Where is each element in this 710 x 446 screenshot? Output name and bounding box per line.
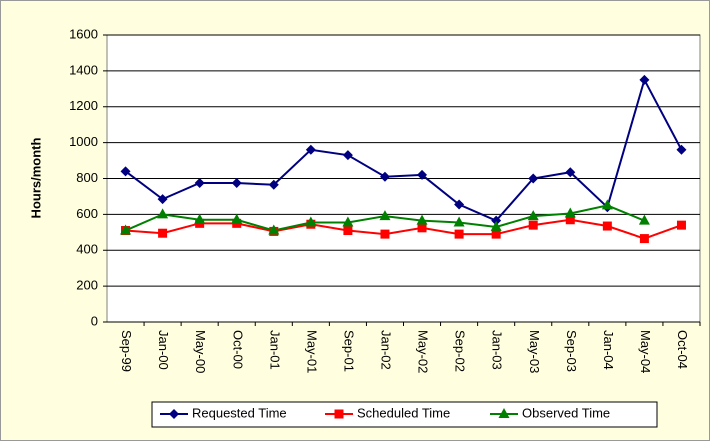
marker: [676, 144, 687, 155]
x-tick-label: May-04: [638, 330, 653, 373]
x-tick-label: Jan-02: [379, 330, 394, 370]
y-tick-label: 200: [76, 278, 98, 293]
marker: [194, 213, 206, 224]
y-tick-label: 0: [91, 313, 98, 328]
marker: [157, 194, 168, 205]
marker: [491, 215, 502, 226]
x-tick-label: Oct-04: [675, 330, 690, 369]
marker: [417, 223, 427, 233]
marker: [638, 214, 650, 225]
marker: [120, 166, 131, 177]
x-tick-label: May-03: [527, 330, 542, 373]
y-axis-label: Hours/month: [28, 138, 43, 219]
marker: [268, 224, 280, 235]
y-tick-label: 400: [76, 242, 98, 257]
marker: [158, 228, 168, 238]
legend-marker: [169, 409, 179, 419]
marker: [416, 214, 428, 225]
legend-marker: [498, 408, 510, 418]
x-tick-label: Sep-99: [119, 330, 134, 372]
y-tick-label: 800: [76, 170, 98, 185]
marker: [454, 229, 464, 239]
marker: [231, 213, 243, 224]
series-line: [125, 218, 682, 240]
marker: [527, 210, 539, 221]
marker: [639, 74, 650, 85]
marker: [305, 216, 317, 227]
y-tick-label: 1000: [69, 134, 98, 149]
x-tick-label: May-01: [304, 330, 319, 373]
x-tick-label: Oct-00: [230, 330, 245, 369]
legend: [151, 401, 658, 428]
marker: [268, 179, 279, 190]
x-tick-label: Sep-03: [564, 330, 579, 372]
y-tick-label: 600: [76, 206, 98, 221]
x-tick-label: May-02: [416, 330, 431, 373]
x-tick-label: Jan-01: [267, 330, 282, 370]
marker: [380, 229, 390, 239]
marker: [157, 208, 169, 219]
y-tick-label: 1400: [69, 62, 98, 77]
marker: [453, 216, 465, 227]
marker: [564, 207, 576, 218]
marker: [528, 220, 538, 230]
x-tick-label: Jan-00: [156, 330, 171, 370]
x-tick-label: Sep-01: [341, 330, 356, 372]
marker: [454, 199, 465, 210]
marker: [565, 167, 576, 178]
x-tick-label: May-00: [193, 330, 208, 373]
legend-label: Requested Time: [192, 405, 287, 420]
marker: [639, 234, 649, 244]
marker: [342, 150, 353, 161]
marker: [305, 144, 316, 155]
marker: [565, 215, 575, 225]
marker: [231, 177, 242, 188]
marker: [120, 224, 132, 235]
legend-marker: [334, 409, 344, 419]
legend-label: Observed Time: [522, 405, 610, 420]
x-tick-label: Jan-03: [490, 330, 505, 370]
x-tick-label: Sep-02: [453, 330, 468, 372]
marker: [601, 199, 613, 210]
marker: [602, 221, 612, 231]
y-tick-label: 1200: [69, 98, 98, 113]
series-line: [124, 77, 683, 222]
marker: [379, 210, 391, 221]
marker: [342, 216, 354, 227]
marker: [528, 173, 539, 184]
y-tick-label: 1600: [69, 26, 98, 41]
marker: [343, 226, 353, 236]
legend-label: Scheduled Time: [357, 405, 450, 420]
marker: [379, 171, 390, 182]
marker: [490, 220, 502, 231]
x-tick-label: Jan-04: [601, 330, 616, 370]
marker: [676, 220, 686, 230]
marker: [491, 229, 501, 239]
marker: [417, 169, 428, 180]
marker: [194, 177, 205, 188]
